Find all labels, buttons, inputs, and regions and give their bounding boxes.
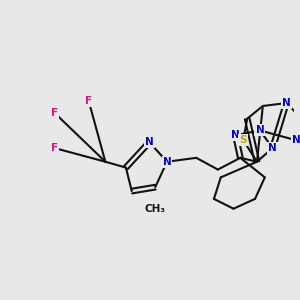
Text: N: N <box>292 135 300 145</box>
Text: CH₃: CH₃ <box>145 204 166 214</box>
Text: F: F <box>85 96 92 106</box>
Text: F: F <box>51 108 58 118</box>
Text: N: N <box>282 98 291 108</box>
Text: N: N <box>163 157 171 167</box>
Text: N: N <box>231 130 240 140</box>
Text: N: N <box>256 125 264 135</box>
Text: N: N <box>145 137 154 147</box>
Text: N: N <box>268 143 277 153</box>
Text: F: F <box>51 143 58 153</box>
Text: S: S <box>239 135 247 145</box>
